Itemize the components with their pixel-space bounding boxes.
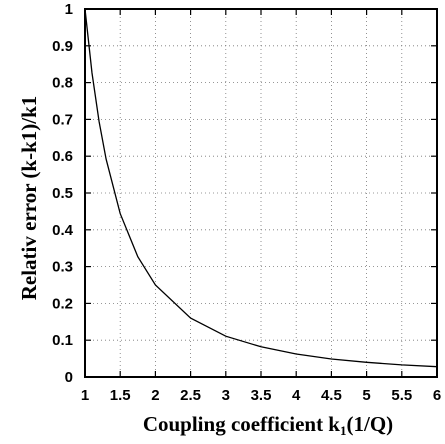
x-tick-label: 4.5 bbox=[321, 387, 342, 404]
x-tick-label: 3 bbox=[222, 387, 230, 404]
y-tick-label: 0.7 bbox=[52, 111, 73, 128]
error-curve-line bbox=[84, 8, 438, 368]
x-tick-label: 5 bbox=[362, 387, 370, 404]
x-tick-label: 4 bbox=[292, 387, 301, 404]
x-tick-label: 2.5 bbox=[180, 387, 201, 404]
x-axis-label-subscript: 1 bbox=[340, 423, 347, 438]
y-tick-label: 0.3 bbox=[52, 259, 73, 276]
x-tick-label: 5.5 bbox=[391, 387, 412, 404]
y-tick-label: 0.8 bbox=[52, 75, 73, 92]
y-tick-label: 0.2 bbox=[52, 295, 73, 312]
grid-lines bbox=[85, 9, 437, 377]
x-tick-label: 6 bbox=[433, 387, 441, 404]
y-tick-label: 0.9 bbox=[52, 38, 73, 55]
y-tick-label: 0.5 bbox=[52, 185, 73, 202]
x-axis-label-main: Coupling coefficient k bbox=[143, 412, 340, 436]
x-axis-label-tail: (1/Q) bbox=[347, 412, 394, 436]
y-tick-label: 0 bbox=[65, 369, 73, 386]
y-tick-labels: 0 0.1 0.2 0.3 0.4 0.5 0.6 0.7 0.8 0.9 1 bbox=[52, 1, 74, 386]
y-tick-label: 0.1 bbox=[52, 332, 73, 349]
x-tick-labels: 1 1.5 2 2.5 3 3.5 4 4.5 5 5.5 6 bbox=[81, 387, 441, 404]
x-tick-label: 2 bbox=[151, 387, 159, 404]
x-tick-label: 3.5 bbox=[251, 387, 272, 404]
x-tick-label: 1 bbox=[81, 387, 89, 404]
y-axis-label: Relativ error (k-k1)/k1 bbox=[17, 96, 41, 301]
x-tick-label: 1.5 bbox=[110, 387, 131, 404]
y-tick-label: 0.4 bbox=[52, 222, 74, 239]
x-axis-label: Coupling coefficient k1(1/Q) bbox=[143, 412, 393, 438]
plot-area-frame bbox=[84, 8, 438, 378]
y-tick-label: 0.6 bbox=[52, 148, 73, 165]
y-tick-label: 1 bbox=[65, 1, 73, 18]
